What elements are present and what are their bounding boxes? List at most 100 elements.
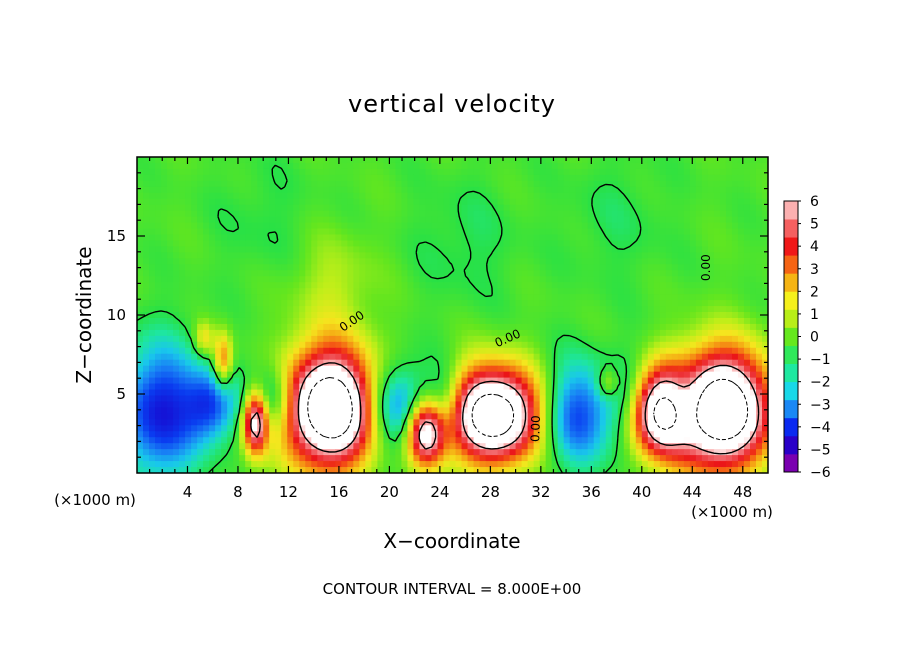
field-cell [191,157,198,164]
field-cell [443,383,451,391]
field-cell [407,335,415,343]
field-cell [203,425,210,432]
field-cell [407,288,415,295]
field-cell [587,228,595,236]
field-cell [317,317,324,325]
field-cell [755,294,763,301]
field-cell [443,419,451,426]
field-cell [635,198,643,206]
field-cell [143,186,150,194]
field-cell [329,407,336,414]
field-cell [293,413,300,420]
field-cell [407,240,415,248]
field-cell [209,431,216,438]
field-cell [581,300,589,307]
field-cell [515,413,523,420]
field-cell [281,371,288,379]
field-cell [509,157,517,164]
field-cell [383,353,390,361]
field-cell [335,425,342,432]
field-cell [743,157,751,164]
field-cell [383,210,390,218]
field-cell [689,407,697,414]
field-cell [431,222,439,230]
field-cell [233,204,240,212]
field-cell [257,174,264,182]
field-cell [239,419,246,426]
field-cell [221,335,228,343]
field-cell [401,341,409,349]
field-cell [167,162,174,170]
field-cell [545,192,553,200]
field-cell [371,323,378,331]
field-cell [569,306,577,313]
field-cell [431,419,439,426]
field-cell [413,192,421,200]
field-cell [503,383,511,391]
field-cell [743,300,751,307]
field-cell [557,168,565,176]
field-cell [617,222,625,230]
field-cell [197,228,204,236]
field-cell [149,288,156,295]
field-cell [671,204,679,212]
field-cell [725,288,733,295]
field-cell [335,365,342,373]
field-cell [251,407,258,414]
field-cell [323,383,330,391]
field-cell [269,389,276,397]
field-cell [743,288,751,295]
field-cell [221,270,228,277]
field-cell [479,264,487,271]
field-cell [641,276,649,283]
field-cell [239,407,246,414]
field-cell [467,407,475,414]
field-cell [563,347,571,355]
field-cell [137,365,144,373]
field-cell [599,288,607,295]
field-cell [293,407,300,414]
field-cell [317,270,324,277]
field-cell [221,437,228,444]
field-cell [473,323,481,331]
field-cell [587,353,595,361]
field-cell [155,180,162,188]
field-cell [581,389,589,397]
field-cell [215,389,222,397]
field-cell [599,294,607,301]
field-cell [665,157,673,164]
field-cell [509,216,517,224]
field-cell [611,168,619,176]
field-cell [497,437,505,444]
field-cell [401,276,409,283]
field-cell [485,204,493,212]
field-cell [287,353,294,361]
field-cell [617,401,625,409]
field-cell [203,329,210,337]
field-cell [707,168,715,176]
field-cell [749,300,757,307]
field-cell [347,341,354,349]
field-cell [719,157,727,164]
field-cell [683,294,691,301]
field-cell [521,323,529,331]
field-cell [737,359,745,367]
field-cell [413,425,421,432]
field-cell [557,210,565,218]
field-cell [215,347,222,355]
field-cell [725,329,733,337]
field-cell [359,365,366,373]
field-cell [401,240,409,248]
field-cell [305,288,312,295]
field-cell [281,329,288,337]
field-cell [755,329,763,337]
field-cell [599,431,607,438]
field-cell [581,270,589,277]
field-cell [557,371,565,379]
field-cell [461,162,469,170]
field-cell [569,276,577,283]
field-cell [179,407,186,414]
field-cell [185,157,192,164]
field-cell [545,234,553,242]
field-cell [383,216,390,224]
